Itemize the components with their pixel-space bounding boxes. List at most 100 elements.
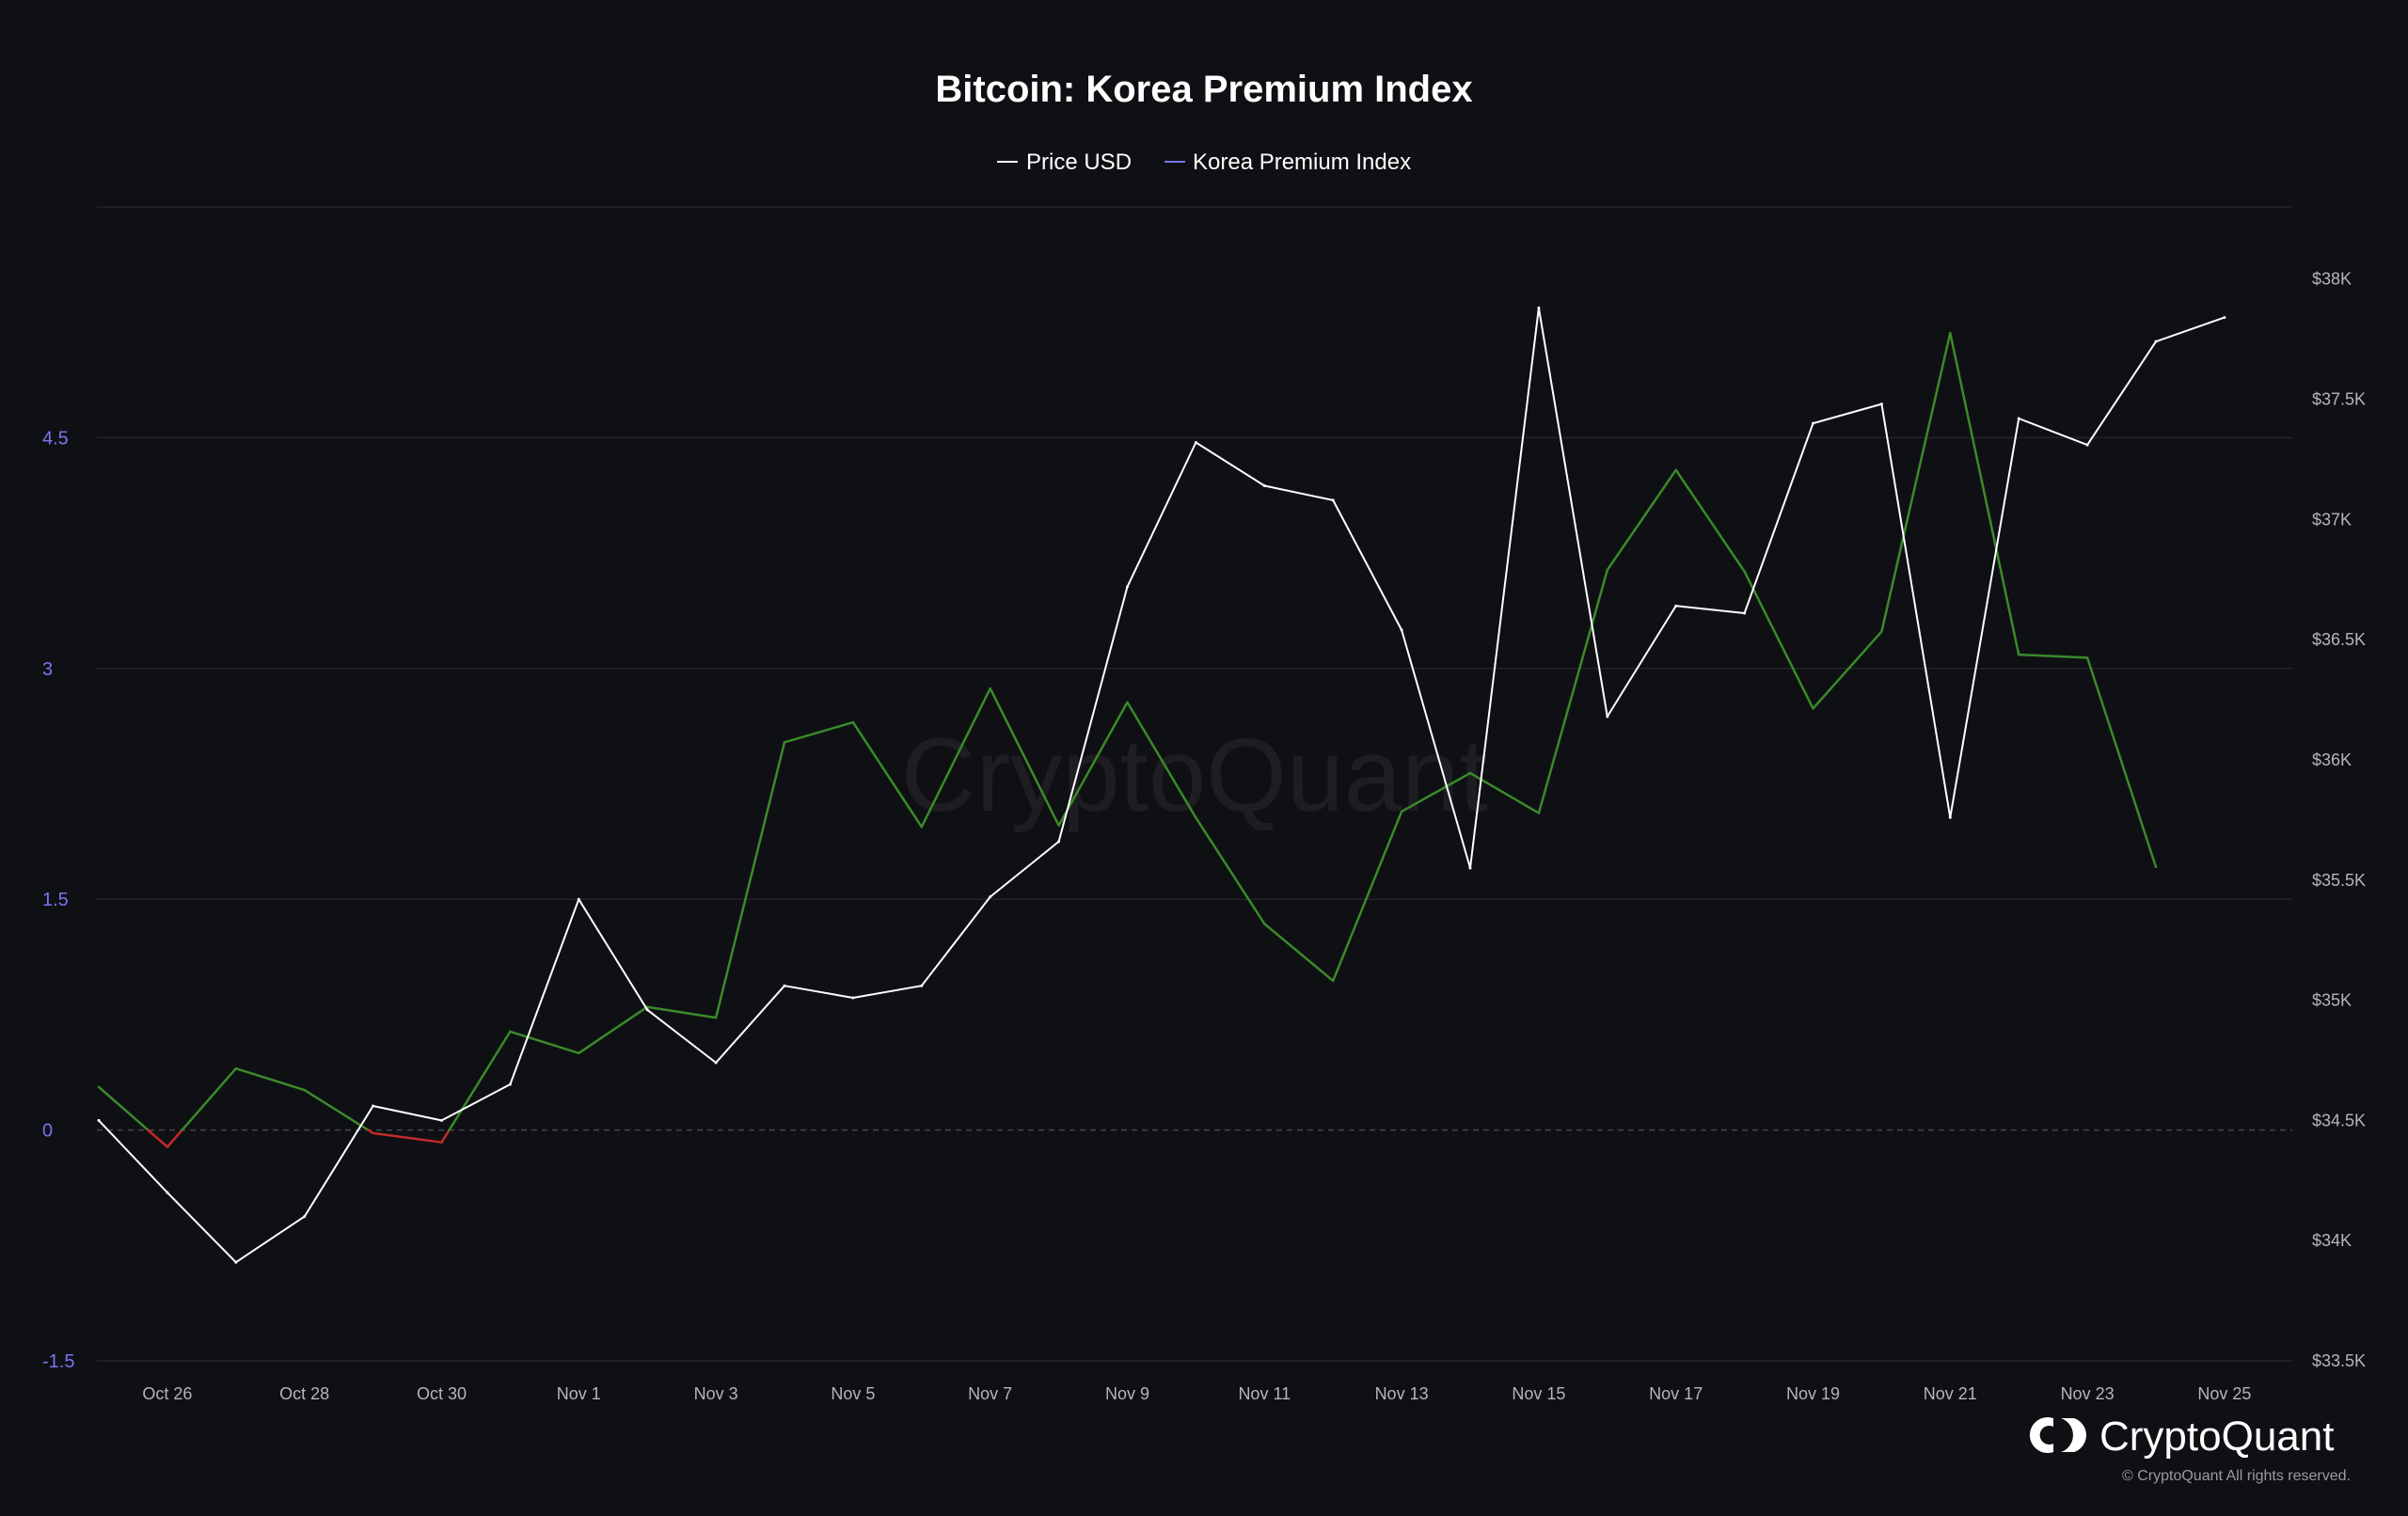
legend-price-label[interactable]: Price USD: [1026, 150, 1132, 175]
y-right-tick-label: $36.5K: [2312, 630, 2366, 649]
kpi-segment: [1949, 331, 2020, 656]
y-left-tick-label: 0: [42, 1121, 53, 1142]
y-axis-right: $38K $37.5K $37K $36.5K $36K $35.5K $35K $34.5K…: [2312, 270, 2366, 1370]
kpi-segment: [303, 1088, 370, 1131]
kpi-segment: [448, 1030, 512, 1131]
price-point: [1468, 866, 1472, 870]
price-point: [2085, 443, 2089, 447]
kpi-segment: [1674, 468, 1746, 573]
y-left-tick-label: 3: [42, 659, 53, 680]
x-tick-label: Nov 9: [1105, 1384, 1149, 1403]
kpi-segment: [440, 1129, 451, 1144]
cryptoquant-logo-icon: [2029, 1417, 2086, 1454]
y-left-tick-label: -1.5: [42, 1351, 74, 1372]
price-point: [920, 984, 924, 987]
kpi-segment: [509, 1030, 580, 1055]
brand-logo: CryptoQuant © CryptoQuant All rights res…: [2029, 1413, 2351, 1484]
kpi-segment: [714, 741, 786, 1019]
x-tick-label: Nov 5: [831, 1384, 875, 1403]
price-point: [1057, 840, 1061, 844]
y-axis-left: 4.5 3 1.5 0 -1.5: [42, 428, 74, 1372]
series-price-usd-points: [97, 306, 2226, 1264]
x-tick-label: Nov 7: [968, 1384, 1012, 1403]
series-korea-premium-index: [97, 331, 2158, 1148]
price-point: [372, 1104, 375, 1108]
kpi-segment: [1537, 568, 1609, 814]
kpi-segment: [1880, 331, 1952, 633]
x-tick-label: Nov 3: [694, 1384, 738, 1403]
kpi-segment: [2017, 653, 2089, 659]
kpi-segment: [97, 1085, 150, 1131]
kpi-segment: [181, 1066, 238, 1131]
price-point: [166, 1191, 169, 1194]
kpi-segment: [1263, 923, 1335, 983]
x-tick-label: Nov 19: [1786, 1384, 1840, 1403]
price-point: [1879, 403, 1883, 406]
kpi-segment: [372, 1131, 443, 1144]
kpi-segment: [2085, 656, 2158, 869]
price-point: [2017, 417, 2020, 420]
y-right-tick-label: $34K: [2312, 1231, 2352, 1250]
x-tick-label: Oct 28: [279, 1384, 329, 1403]
price-point: [577, 897, 580, 901]
x-tick-label: Nov 21: [1924, 1384, 1977, 1403]
price-point: [1674, 604, 1678, 608]
y-right-tick-label: $34.5K: [2312, 1111, 2366, 1129]
x-tick-label: Nov 23: [2061, 1384, 2115, 1403]
price-point: [1948, 815, 1952, 819]
x-tick-label: Nov 25: [2197, 1384, 2251, 1403]
y-left-tick-label: 4.5: [42, 428, 69, 449]
kpi-segment: [1812, 630, 1883, 710]
kpi-segment: [147, 1129, 169, 1148]
price-point: [97, 1118, 101, 1122]
kpi-segment: [1126, 701, 1197, 819]
kpi-segment: [920, 687, 991, 829]
y-right-tick-label: $38K: [2312, 270, 2352, 289]
kpi-segment: [234, 1066, 306, 1092]
price-point: [1262, 484, 1266, 488]
x-tick-label: Nov 1: [557, 1384, 601, 1403]
series-price-usd-line: [98, 307, 2226, 1264]
y-right-tick-label: $35.5K: [2312, 871, 2366, 890]
brand-name: CryptoQuant: [2099, 1413, 2334, 1460]
legend: Price USD Korea Premium Index: [997, 150, 1411, 175]
price-point: [234, 1260, 238, 1264]
kpi-segment: [578, 1005, 649, 1055]
chart-title: Bitcoin: Korea Premium Index: [935, 69, 1472, 110]
price-point: [1537, 306, 1541, 309]
kpi-segment: [1057, 701, 1129, 827]
price-point: [714, 1061, 718, 1065]
price-point: [508, 1082, 512, 1086]
price-point: [2154, 340, 2158, 343]
kpi-segment: [1331, 810, 1403, 983]
y-right-tick-label: $35K: [2312, 991, 2352, 1010]
x-tick-label: Oct 30: [417, 1384, 467, 1403]
kpi-segment: [1400, 771, 1472, 813]
legend-kpi-label[interactable]: Korea Premium Index: [1193, 150, 1411, 175]
kpi-segment: [1606, 468, 1677, 572]
y-right-tick-label: $36K: [2312, 750, 2352, 769]
kpi-segment: [645, 1005, 718, 1019]
x-tick-label: Nov 17: [1649, 1384, 1703, 1403]
y-left-tick-label: 1.5: [42, 890, 69, 910]
y-right-tick-label: $37K: [2312, 510, 2352, 529]
kpi-segment: [783, 720, 855, 744]
price-point: [303, 1215, 307, 1219]
x-tick-label: Nov 13: [1375, 1384, 1429, 1403]
copyright: © CryptoQuant All rights reserved.: [2122, 1468, 2351, 1484]
x-tick-label: Nov 15: [1512, 1384, 1565, 1403]
price-point: [851, 996, 855, 1000]
kpi-segment: [1195, 816, 1266, 925]
kpi-segment: [851, 720, 924, 829]
x-tick-label: Nov 11: [1238, 1384, 1291, 1403]
price-point: [1812, 421, 1814, 425]
y-right-tick-label: $33.5K: [2312, 1351, 2366, 1370]
price-point: [2223, 316, 2226, 320]
price-point: [989, 895, 992, 899]
kpi-segment: [989, 687, 1060, 827]
kpi-segment: [166, 1129, 183, 1148]
x-tick-label: Oct 26: [142, 1384, 192, 1403]
x-axis: Oct 26 Oct 28 Oct 30 Nov 1 Nov 3 Nov 5 Nov 7 No…: [142, 1384, 2251, 1403]
price-point: [1126, 585, 1129, 589]
